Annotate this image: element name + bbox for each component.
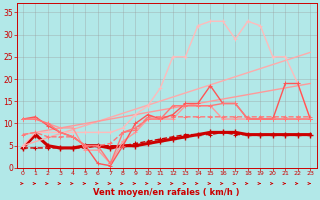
X-axis label: Vent moyen/en rafales ( km/h ): Vent moyen/en rafales ( km/h ) [93,188,240,197]
